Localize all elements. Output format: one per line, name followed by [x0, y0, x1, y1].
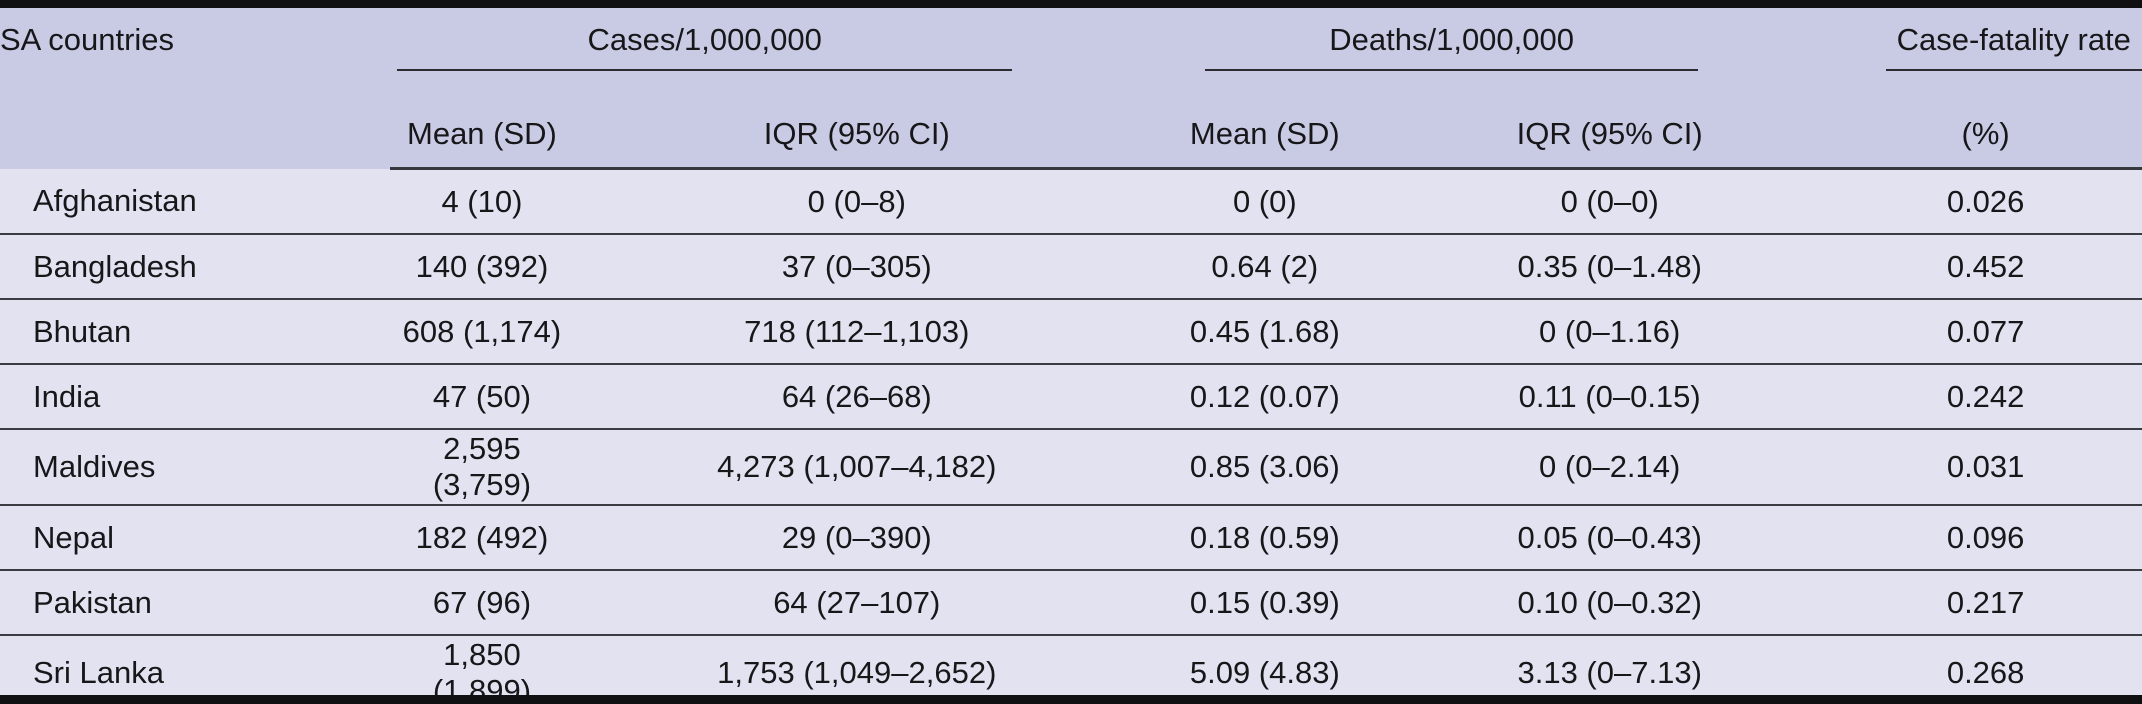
- cell-deaths-mean: 0.15 (0.39): [1139, 569, 1391, 635]
- cell-cfr: 0.077: [1829, 298, 2142, 364]
- table-row-india: India 47 (50) 64 (26–68) 0.12 (0.07) 0.1…: [0, 363, 2142, 429]
- cell-cases-mean: 2,595 (3,759): [389, 428, 575, 505]
- cell-cases-iqr: 29 (0–390): [574, 504, 1140, 570]
- cell-country: Sri Lanka: [0, 634, 390, 695]
- table-row-pakistan: Pakistan 67 (96) 64 (27–107) 0.15 (0.39)…: [0, 569, 2142, 635]
- cfr-group-label: Case-fatality rate: [1896, 22, 2131, 57]
- cell-cfr: 0.217: [1829, 569, 2142, 635]
- column-group-case-fatality-rate: Case-fatality rate: [1829, 8, 2142, 100]
- sa-countries-covid-table: SA countries Cases/1,000,000 Deaths/1,00…: [0, 8, 2142, 695]
- cell-cases-iqr: 37 (0–305): [574, 233, 1140, 299]
- table-row-sri-lanka: Sri Lanka 1,850 (1,899) 1,753 (1,049–2,6…: [0, 634, 2142, 695]
- cell-cfr: 0.096: [1829, 504, 2142, 570]
- cell-country: Nepal: [0, 504, 390, 570]
- cell-deaths-iqr: 0 (0–1.16): [1390, 298, 1830, 364]
- cell-cases-iqr: 64 (27–107): [574, 569, 1140, 635]
- column-header-cases-iqr-ci: IQR (95% CI): [574, 100, 1140, 170]
- cfr-group-underline: Case-fatality rate: [1885, 22, 2142, 71]
- cell-country: Pakistan: [0, 569, 390, 635]
- column-header-sa-countries: SA countries: [0, 8, 390, 169]
- cell-deaths-iqr: 0 (0–2.14): [1390, 428, 1830, 505]
- cell-deaths-mean: 0.12 (0.07): [1139, 363, 1391, 429]
- cell-country: Maldives: [0, 428, 390, 505]
- cell-cases-iqr: 4,273 (1,007–4,182): [574, 428, 1140, 505]
- cell-cases-mean: 1,850 (1,899): [389, 634, 575, 695]
- cell-cases-mean: 47 (50): [389, 363, 575, 429]
- cell-deaths-iqr: 0 (0–0): [1390, 168, 1830, 234]
- column-header-deaths-mean-sd: Mean (SD): [1139, 100, 1391, 170]
- cell-deaths-mean: 5.09 (4.83): [1139, 634, 1391, 695]
- cell-country: Bangladesh: [0, 233, 390, 299]
- column-header-cases-mean-sd: Mean (SD): [389, 100, 575, 170]
- cell-cases-iqr: 718 (112–1,103): [574, 298, 1140, 364]
- cell-country: Afghanistan: [0, 168, 390, 234]
- cell-deaths-iqr: 0.11 (0–0.15): [1390, 363, 1830, 429]
- group-header-row: SA countries Cases/1,000,000 Deaths/1,00…: [0, 8, 2142, 169]
- deaths-group-label: Deaths/1,000,000: [1329, 22, 1574, 57]
- column-header-deaths-iqr-ci: IQR (95% CI): [1390, 100, 1830, 170]
- column-header-cfr-percent: (%): [1829, 100, 2142, 170]
- cell-cfr: 0.268: [1829, 634, 2142, 695]
- cases-group-underline: Cases/1,000,000: [397, 22, 1013, 71]
- cell-deaths-iqr: 3.13 (0–7.13): [1390, 634, 1830, 695]
- cell-cfr: 0.242: [1829, 363, 2142, 429]
- table-row-nepal: Nepal 182 (492) 29 (0–390) 0.18 (0.59) 0…: [0, 504, 2142, 570]
- cell-cases-mean: 182 (492): [389, 504, 575, 570]
- sub-header-row: Mean (SD) IQR (95% CI) Mean (SD) IQR (95…: [0, 100, 2142, 170]
- cell-cases-mean: 140 (392): [389, 233, 575, 299]
- cell-deaths-mean: 0 (0): [1139, 168, 1391, 234]
- cell-cases-mean: 608 (1,174): [389, 298, 575, 364]
- cell-cases-mean: 4 (10): [389, 168, 575, 234]
- cell-cases-iqr: 0 (0–8): [574, 168, 1140, 234]
- column-group-cases: Cases/1,000,000: [389, 8, 1140, 100]
- cell-cases-iqr: 1,753 (1,049–2,652): [574, 634, 1140, 695]
- cases-group-label: Cases/1,000,000: [587, 22, 822, 57]
- table-row-maldives: Maldives 2,595 (3,759) 4,273 (1,007–4,18…: [0, 428, 2142, 505]
- table-row-afghanistan: Afghanistan 4 (10) 0 (0–8) 0 (0) 0 (0–0)…: [0, 168, 2142, 234]
- cell-cfr: 0.026: [1829, 168, 2142, 234]
- cell-deaths-mean: 0.18 (0.59): [1139, 504, 1391, 570]
- cell-deaths-iqr: 0.10 (0–0.32): [1390, 569, 1830, 635]
- cell-cfr: 0.031: [1829, 428, 2142, 505]
- cell-deaths-mean: 0.64 (2): [1139, 233, 1391, 299]
- table-header: SA countries Cases/1,000,000 Deaths/1,00…: [0, 8, 2142, 170]
- cell-country: Bhutan: [0, 298, 390, 364]
- cell-deaths-mean: 0.45 (1.68): [1139, 298, 1391, 364]
- cell-cfr: 0.452: [1829, 233, 2142, 299]
- table-body: Afghanistan 4 (10) 0 (0–8) 0 (0) 0 (0–0)…: [0, 168, 2142, 695]
- cell-cases-iqr: 64 (26–68): [574, 363, 1140, 429]
- cell-deaths-mean: 0.85 (3.06): [1139, 428, 1391, 505]
- cell-deaths-iqr: 0.05 (0–0.43): [1390, 504, 1830, 570]
- cell-cases-mean: 67 (96): [389, 569, 575, 635]
- cell-country: India: [0, 363, 390, 429]
- table-row-bhutan: Bhutan 608 (1,174) 718 (112–1,103) 0.45 …: [0, 298, 2142, 364]
- deaths-group-underline: Deaths/1,000,000: [1205, 22, 1699, 71]
- cell-deaths-iqr: 0.35 (0–1.48): [1390, 233, 1830, 299]
- table-row-bangladesh: Bangladesh 140 (392) 37 (0–305) 0.64 (2)…: [0, 233, 2142, 299]
- column-group-deaths: Deaths/1,000,000: [1139, 8, 1830, 100]
